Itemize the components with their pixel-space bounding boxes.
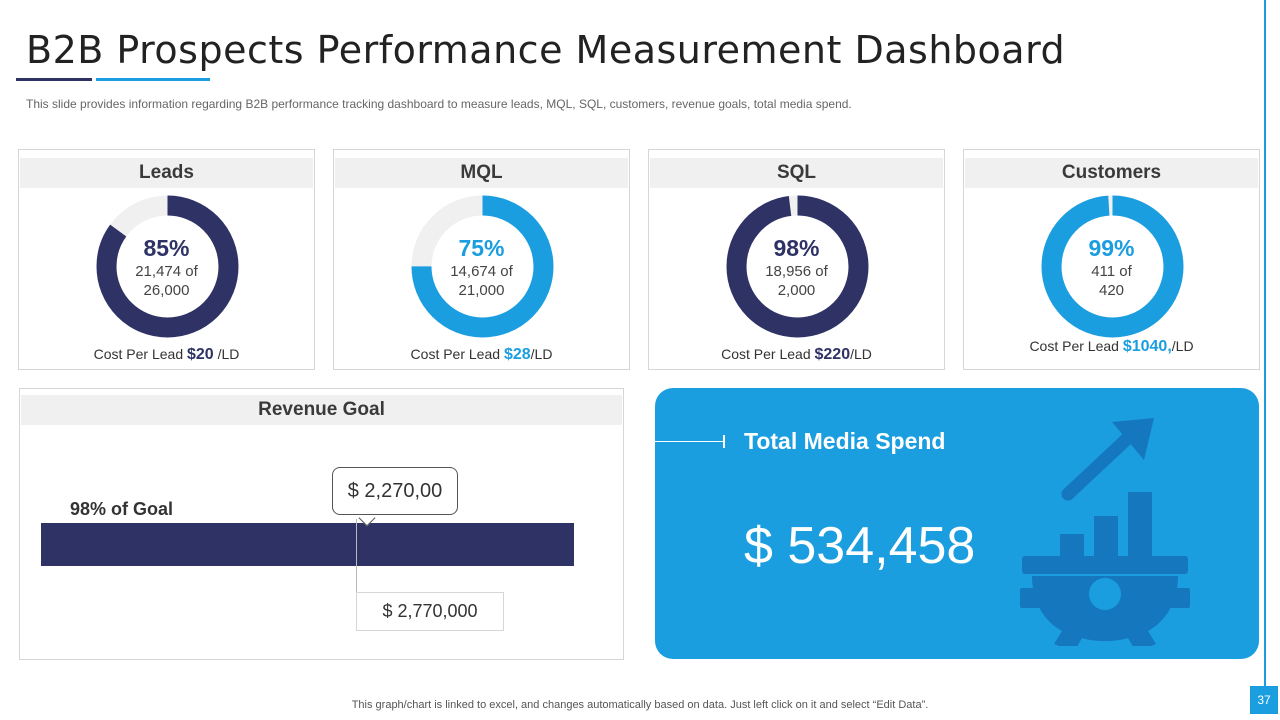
donut-mql [411, 195, 553, 338]
cost-label: Cost Per Lead [410, 346, 504, 362]
donut-customers [1041, 195, 1183, 338]
total-media-spend-card: Total Media Spend $ 534,458 [655, 388, 1259, 659]
kpi-title: SQL [650, 158, 943, 188]
media-spend-value: $ 534,458 [744, 517, 976, 575]
revenue-progress-bar [41, 523, 574, 566]
donut-center: 75% 14,674 of 21,000 [412, 234, 552, 300]
kpi-card-sql: SQL 98% 18,956 of 2,000 Cost Per Lead $2… [648, 149, 945, 370]
current-revenue-callout: $ 2,270,00 [332, 467, 458, 515]
cost-label: Cost Per Lead [93, 346, 187, 362]
cost-per-lead: Cost Per Lead $20 /LD [19, 346, 314, 364]
donut-actual: 14,674 of [450, 263, 513, 280]
donut-fill-sql [726, 195, 868, 338]
donut-leads [96, 195, 238, 338]
cost-label: Cost Per Lead [721, 346, 815, 362]
revenue-goal-title: Revenue Goal [21, 395, 622, 425]
kpi-title: MQL [335, 158, 628, 188]
donut-actual: 411 of [1091, 263, 1132, 280]
page-number: 37 [1250, 686, 1278, 714]
kpi-title: Leads [20, 158, 313, 188]
title-underline-dark [16, 78, 92, 81]
media-connector-line [655, 441, 725, 442]
donut-percent: 98% [773, 235, 820, 261]
donut-center: 99% 411 of 420 [1042, 234, 1182, 300]
cost-unit: /LD [850, 346, 872, 362]
donut-actual: 18,956 of [765, 263, 828, 280]
page-title: B2B Prospects Performance Measurement Da… [26, 28, 1066, 72]
donut-fill-leads [96, 195, 238, 338]
cost-per-lead: Cost Per Lead $1040,/LD [964, 338, 1259, 356]
target-revenue-label: $ 2,770,000 [356, 592, 504, 631]
donut-center: 98% 18,956 of 2,000 [727, 234, 867, 300]
donut-total: 420 [1098, 282, 1125, 299]
cost-value: $20 [187, 346, 214, 363]
cost-per-lead: Cost Per Lead $28/LD [334, 346, 629, 364]
donut-center: 85% 21,474 of 26,000 [97, 234, 237, 300]
cost-value: $220 [814, 346, 851, 363]
kpi-card-customers: Customers 99% 411 of 420 Cost Per Lead $… [963, 149, 1260, 370]
gear-chart-growth-icon [1020, 418, 1190, 646]
donut-fill-customers [1041, 195, 1183, 338]
goal-percent-label: 98% of Goal [70, 499, 174, 519]
cost-unit: /LD [213, 346, 240, 362]
cost-value: $1040, [1122, 338, 1172, 355]
media-spend-title: Total Media Spend [744, 428, 946, 454]
donut-total: 2,000 [777, 282, 816, 299]
right-edge-rule [1264, 0, 1266, 686]
kpi-card-mql: MQL 75% 14,674 of 21,000 Cost Per Lead $… [333, 149, 630, 370]
cost-unit: /LD [530, 346, 553, 362]
donut-sql [726, 195, 868, 338]
revenue-goal-card: Revenue Goal 98% of Goal $ 2,270,00 $ 2,… [19, 388, 624, 660]
cost-per-lead: Cost Per Lead $220/LD [649, 346, 944, 364]
donut-percent: 75% [458, 235, 505, 261]
title-underline-blue [96, 78, 210, 81]
donut-total: 26,000 [143, 282, 190, 299]
revenue-marker-line [356, 519, 357, 595]
kpi-card-leads: Leads 85% 21,474 of 26,000 Cost Per Lead… [18, 149, 315, 370]
cost-label: Cost Per Lead [1029, 338, 1123, 354]
media-connector-tick [723, 435, 725, 448]
cost-value: $28 [503, 346, 531, 363]
donut-percent: 99% [1088, 235, 1135, 261]
donut-percent: 85% [143, 235, 190, 261]
donut-total: 21,000 [458, 282, 505, 299]
donut-actual: 21,474 of [135, 263, 198, 280]
cost-unit: /LD [1171, 338, 1194, 354]
footer-note: This graph/chart is linked to excel, and… [351, 699, 929, 711]
page-subtitle: This slide provides information regardin… [26, 97, 852, 111]
kpi-title: Customers [965, 158, 1258, 188]
donut-fill-mql [411, 195, 553, 338]
